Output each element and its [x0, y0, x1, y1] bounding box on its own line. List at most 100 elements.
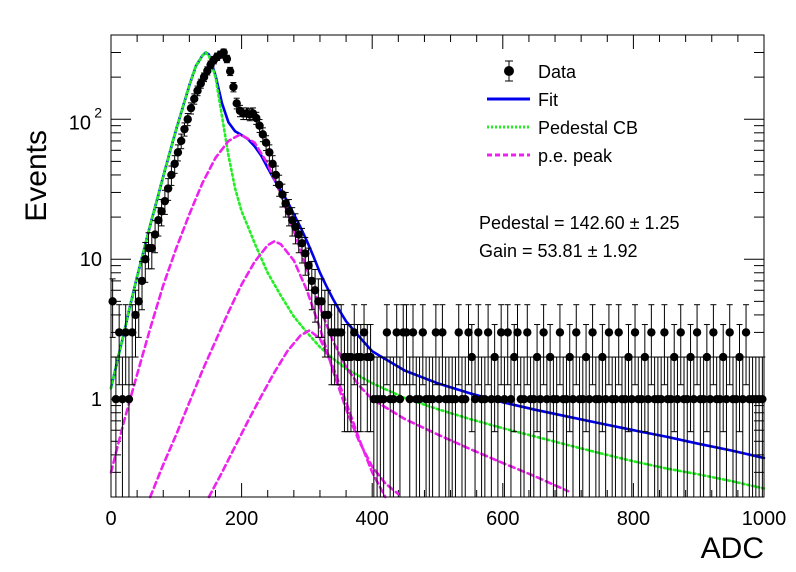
data-point [598, 324, 607, 433]
x-tick-label: 800 [617, 508, 650, 530]
data-point [356, 324, 365, 433]
legend-marker [504, 66, 514, 76]
data-point [483, 304, 493, 386]
data-point [513, 304, 522, 386]
data-point [741, 304, 751, 386]
data-marker [173, 148, 183, 157]
data-marker [470, 394, 480, 404]
data-marker [738, 394, 747, 404]
data-marker [643, 394, 653, 404]
data-marker [676, 328, 685, 337]
data-marker [402, 328, 411, 337]
curves-layer [109, 51, 766, 499]
data-marker [252, 113, 261, 123]
data-point [451, 356, 460, 497]
data-point [735, 324, 744, 433]
data-point [124, 356, 134, 497]
data-point [722, 356, 731, 497]
data-marker [428, 394, 437, 404]
data-marker [461, 394, 470, 404]
data-marker [601, 394, 610, 404]
data-point [379, 356, 388, 497]
data-marker [124, 394, 134, 404]
data-point [709, 304, 718, 386]
pedestal-cb-curve [109, 51, 766, 490]
data-marker [382, 328, 392, 337]
data-marker [180, 124, 189, 134]
data-point [647, 304, 656, 386]
data-point [183, 112, 192, 127]
data-marker [336, 328, 346, 337]
data-marker [350, 328, 359, 337]
data-marker [291, 222, 300, 232]
legend-label: Fit [538, 90, 558, 110]
x-tick-label: 0 [105, 508, 116, 530]
data-marker [258, 130, 268, 139]
data-point [114, 304, 124, 386]
p-e-peak-2-curve [148, 240, 400, 499]
data-point [265, 144, 274, 162]
data-marker [480, 394, 490, 404]
data-marker [705, 394, 715, 404]
data-point [128, 304, 137, 386]
data-point [519, 356, 529, 497]
data-marker [128, 328, 137, 337]
data-marker [545, 352, 555, 362]
data-point [490, 324, 499, 433]
data-marker [418, 328, 428, 337]
data-marker [176, 136, 186, 146]
data-marker [379, 394, 388, 404]
data-marker [506, 394, 516, 404]
data-point [581, 324, 591, 433]
data-marker [301, 249, 310, 258]
data-marker [758, 394, 767, 404]
data-point [108, 278, 117, 338]
data-marker [598, 352, 607, 362]
data-marker [699, 394, 708, 404]
y-tick-label: 1 [91, 389, 102, 411]
data-marker [434, 394, 444, 404]
data-point [542, 356, 552, 497]
data-marker [359, 328, 369, 337]
data-point [111, 356, 121, 497]
data-point [402, 304, 411, 386]
data-point [186, 102, 196, 115]
data-marker [392, 328, 401, 337]
data-point [673, 356, 682, 497]
data-marker [503, 328, 512, 337]
data-marker [732, 394, 741, 404]
data-marker [121, 328, 130, 337]
data-marker [581, 352, 591, 362]
data-point [405, 356, 414, 497]
data-marker [150, 230, 160, 239]
data-point [705, 356, 715, 497]
data-marker [222, 54, 232, 64]
data-marker [114, 328, 124, 337]
data-marker [160, 196, 170, 206]
data-marker [111, 394, 121, 404]
data-marker [147, 243, 157, 253]
data-marker [141, 255, 150, 264]
data-marker [532, 352, 542, 362]
data-marker [431, 328, 441, 337]
fit-result-gain: Gain = 53.81 ± 1.92 [479, 241, 638, 261]
data-point [572, 304, 581, 386]
data-marker [183, 115, 192, 124]
data-marker [438, 328, 447, 337]
data-marker [366, 352, 375, 362]
data-marker [265, 148, 274, 157]
data-point [692, 304, 702, 386]
x-tick-labels: 0 200 400 600 800 1000 [105, 508, 786, 530]
data-marker [627, 394, 636, 404]
data-point [141, 242, 150, 283]
data-marker [735, 352, 744, 362]
data-points-layer [108, 48, 767, 497]
legend-item: Data [504, 60, 577, 82]
data-marker [157, 207, 166, 216]
data-point [523, 304, 532, 386]
data-point [503, 304, 512, 386]
data-point [470, 356, 480, 497]
data-marker [702, 352, 712, 362]
data-point [461, 356, 470, 497]
